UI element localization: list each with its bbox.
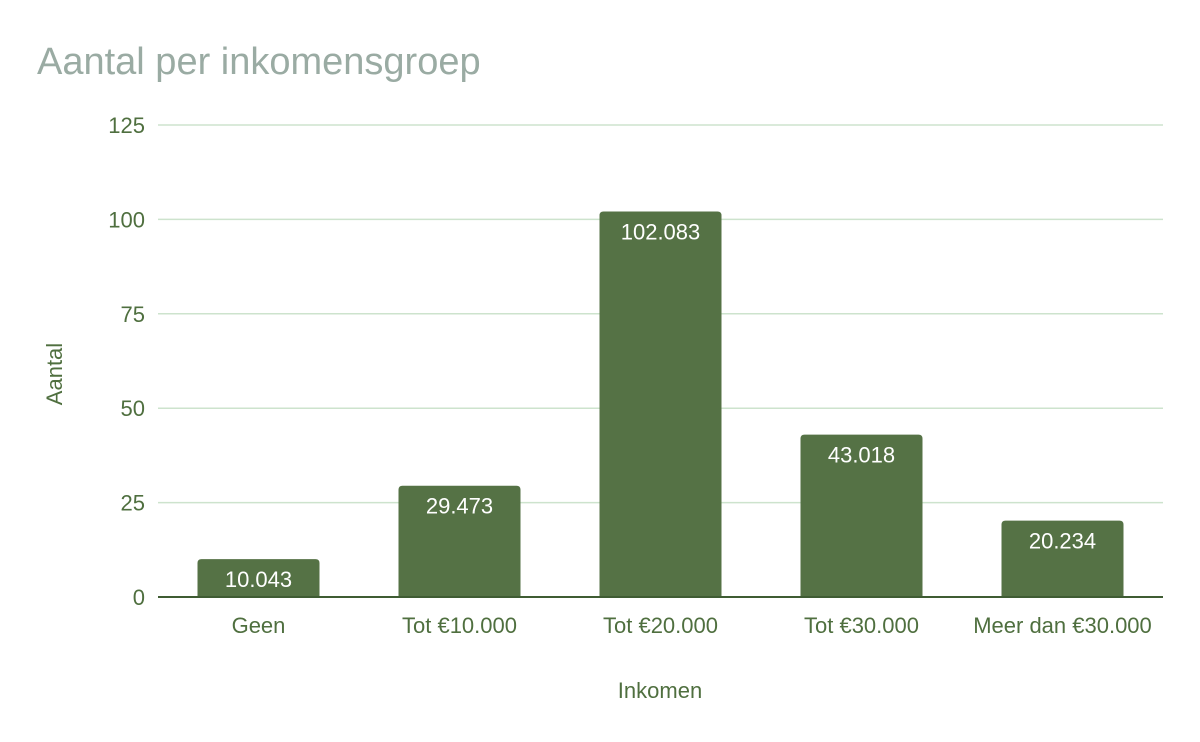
data-label: 29.473 <box>426 494 493 519</box>
bar <box>398 485 521 597</box>
y-axis-ticks: 0 25 50 75 100 125 <box>108 113 145 610</box>
x-tick-label: Tot €10.000 <box>402 613 517 638</box>
chart-title: Aantal per inkomensgroep <box>37 41 481 83</box>
y-tick-label: 75 <box>121 302 145 327</box>
x-axis-label: Inkomen <box>618 678 702 703</box>
bar <box>800 434 923 597</box>
bar <box>599 211 722 597</box>
y-tick-label: 25 <box>121 491 145 516</box>
x-tick-label: Tot €20.000 <box>603 613 718 638</box>
data-label: 10.043 <box>225 567 292 592</box>
bar <box>197 559 320 597</box>
y-tick-label: 50 <box>121 396 145 421</box>
x-tick-label: Geen <box>232 613 286 638</box>
data-label: 20.234 <box>1029 529 1096 554</box>
y-tick-label: 100 <box>108 207 145 232</box>
data-label: 43.018 <box>828 443 895 468</box>
y-tick-label: 125 <box>108 113 145 138</box>
y-axis-label: Aantal <box>42 343 67 405</box>
bar <box>1001 520 1124 597</box>
x-tick-label: Meer dan €30.000 <box>973 613 1152 638</box>
x-axis-ticks: Geen Tot €10.000 Tot €20.000 Tot €30.000 Mee… <box>232 613 1152 638</box>
x-tick-label: Tot €30.000 <box>804 613 919 638</box>
bars: 10.043 29.473 102.083 43.018 20.234 <box>197 211 1124 597</box>
y-tick-label: 0 <box>133 585 145 610</box>
data-label: 102.083 <box>621 220 701 245</box>
